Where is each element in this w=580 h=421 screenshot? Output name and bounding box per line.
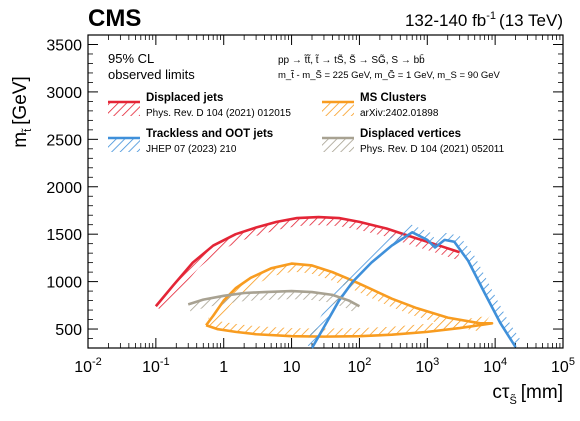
series-layer bbox=[154, 215, 523, 349]
lumi-exponent: -1 bbox=[486, 10, 496, 22]
y-tick-label: 3000 bbox=[46, 85, 82, 102]
series-line bbox=[310, 230, 517, 349]
legend-label: Trackless and OOT jets bbox=[146, 128, 273, 140]
plot-frame bbox=[87, 34, 564, 349]
x-axis-label-unit: [mm] bbox=[521, 382, 563, 403]
y-tick-label: 1500 bbox=[46, 227, 82, 244]
series-line bbox=[205, 262, 494, 338]
legend-item: Displaced vertices Phys. Rev. D 104 (2021… bbox=[322, 128, 505, 155]
x-tick-label: 103 bbox=[415, 356, 439, 376]
legend-label: MS Clusters bbox=[360, 92, 426, 104]
series-line bbox=[187, 289, 361, 308]
x-tick-label: 10-2 bbox=[74, 356, 102, 376]
series-hatch bbox=[305, 224, 523, 348]
legend-label: Displaced jets bbox=[146, 92, 223, 104]
legend-label: Displaced vertices bbox=[360, 128, 461, 140]
x-axis-label-main: cτ bbox=[492, 382, 510, 403]
energy-label: (13 TeV) bbox=[499, 11, 563, 30]
series-hatch bbox=[188, 291, 360, 314]
legend-reference: Phys. Rev. D 104 (2021) 052011 bbox=[360, 144, 505, 155]
series-displaced-vertices bbox=[187, 289, 361, 314]
y-axis-label: mt̃ [GeV] bbox=[10, 76, 34, 147]
x-tick-label: 10 bbox=[283, 359, 301, 376]
legend-reference: JHEP 07 (2023) 210 bbox=[146, 144, 237, 155]
legend-hatch bbox=[322, 102, 354, 116]
y-axis-label-main: m bbox=[10, 132, 31, 148]
legend-hatch bbox=[108, 138, 140, 152]
series-ms-clusters bbox=[205, 262, 494, 338]
cl-label: 95% CL bbox=[108, 51, 154, 66]
legend-item: Trackless and OOT jets JHEP 07 (2023) 210 bbox=[108, 128, 273, 155]
y-tick-label: 1000 bbox=[46, 275, 82, 292]
observed-limits-label: observed limits bbox=[108, 67, 195, 82]
y-tick-label: 2500 bbox=[46, 132, 82, 149]
x-tick-label: 10-1 bbox=[142, 356, 170, 376]
series-trackless-and-oot-jets bbox=[305, 224, 523, 349]
y-axis-label-unit: [GeV] bbox=[10, 76, 31, 125]
y-tick-label: 500 bbox=[55, 322, 82, 339]
axes-ticks: 10-2 10-1 1 10 102 103 104 105 500 1000 1500 2000 25… bbox=[46, 35, 575, 376]
x-tick-label: 102 bbox=[347, 356, 371, 376]
legend-reference: Phys. Rev. D 104 (2021) 012015 bbox=[146, 108, 291, 119]
legend: Displaced jets Phys. Rev. D 104 (2021) 01… bbox=[108, 92, 505, 155]
y-axis-label-sub: t̃ bbox=[21, 128, 34, 133]
svg-text:mt̃[GeV]: mt̃ [GeV] bbox=[10, 76, 34, 147]
x-tick-label: 104 bbox=[483, 356, 507, 376]
legend-reference: arXiv:2402.01898 bbox=[360, 108, 439, 119]
x-axis-label: cτS̃ [mm] bbox=[492, 382, 563, 407]
y-tick-label: 2000 bbox=[46, 180, 82, 197]
series-hatch bbox=[206, 263, 493, 337]
legend-item: Displaced jets Phys. Rev. D 104 (2021) 01… bbox=[108, 92, 291, 119]
x-axis-label-sub: S̃ bbox=[509, 394, 516, 407]
x-tick-label: 105 bbox=[551, 356, 575, 376]
process-annotation: pp → t̃t̃, t̃ → tS̃, S̃ → SG̃, S → bb̄ bbox=[278, 53, 425, 66]
legend-hatch bbox=[108, 102, 140, 116]
lumi-label: 132-140 fb-1 (13 TeV) bbox=[405, 10, 563, 30]
legend-item: MS Clusters arXiv:2402.01898 bbox=[322, 92, 439, 119]
mass-annotation: m_t̃ - m_S̃ = 225 GeV, m_G̃ = 1 GeV, m_S… bbox=[278, 69, 501, 81]
lumi-value: 132-140 fb bbox=[405, 11, 486, 30]
y-tick-label: 3500 bbox=[46, 37, 82, 54]
x-tick-label: 1 bbox=[219, 359, 228, 376]
series-hatch bbox=[155, 217, 460, 312]
legend-hatch bbox=[322, 138, 354, 152]
experiment-label: CMS bbox=[88, 5, 141, 32]
